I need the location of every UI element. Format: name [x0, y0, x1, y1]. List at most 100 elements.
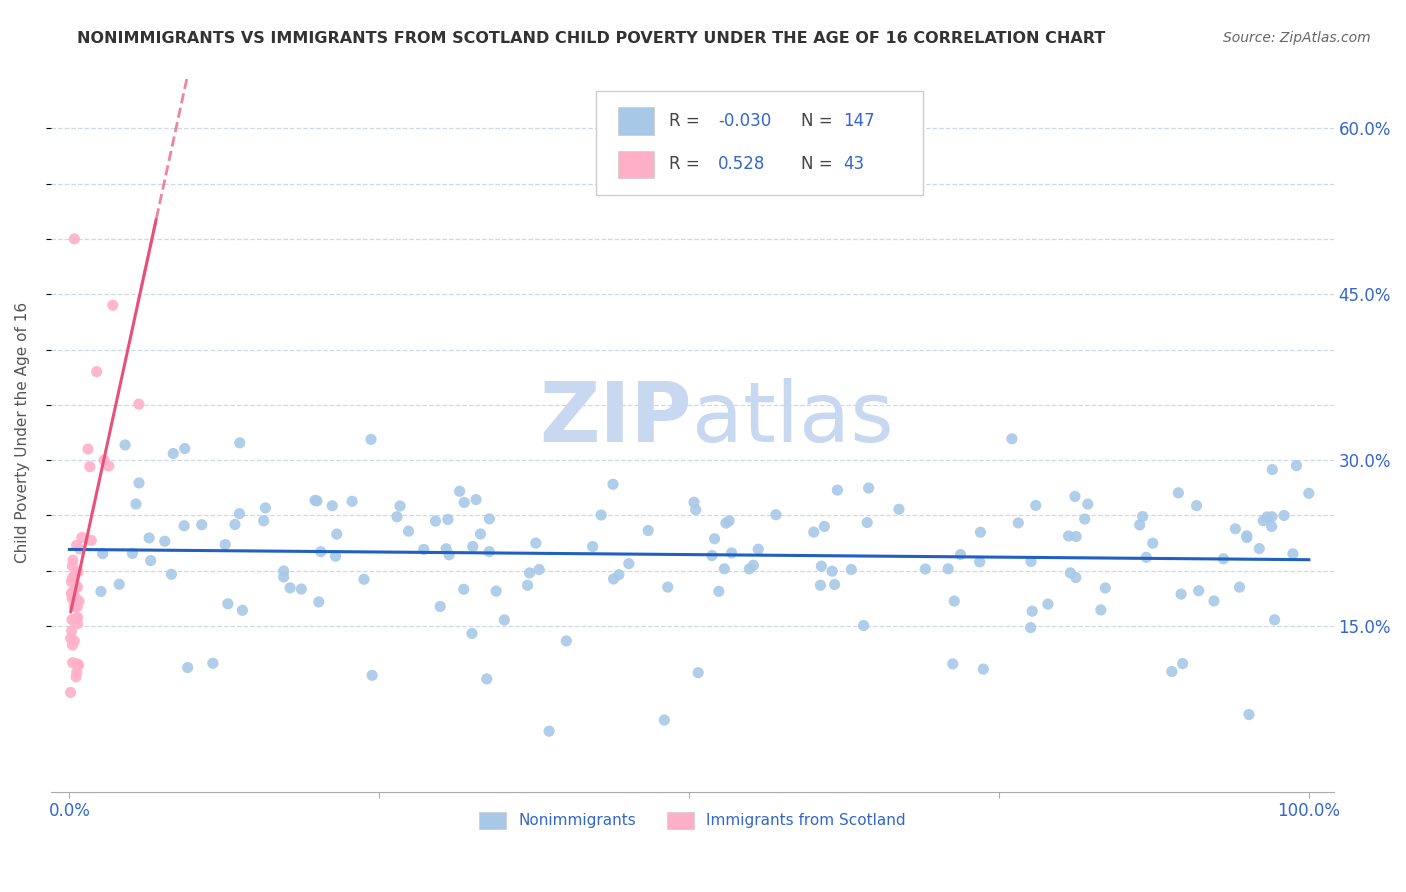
- Point: [412, 542, 434, 557]
- Point: [747, 542, 769, 557]
- Point: [1285, 458, 1308, 473]
- Point: [529, 563, 551, 577]
- Point: [461, 626, 484, 640]
- Point: [1064, 570, 1087, 584]
- Point: [63, 567, 86, 582]
- Point: [90, 584, 112, 599]
- Point: [470, 527, 492, 541]
- Point: [683, 495, 706, 509]
- Point: [839, 562, 862, 576]
- Point: [62, 553, 84, 567]
- Point: [278, 581, 301, 595]
- Point: [943, 594, 966, 608]
- Point: [591, 508, 613, 522]
- Point: [228, 507, 250, 521]
- Point: [519, 566, 541, 580]
- Point: [1057, 529, 1080, 543]
- Point: [1264, 613, 1286, 627]
- Point: [478, 512, 501, 526]
- Point: [108, 577, 131, 591]
- Point: [65, 538, 87, 552]
- Point: [65, 600, 87, 615]
- Point: [1261, 462, 1284, 476]
- Point: [70, 531, 93, 545]
- Point: [60, 571, 83, 585]
- Point: [340, 494, 363, 508]
- Point: [121, 546, 143, 560]
- Point: [429, 599, 451, 614]
- Point: [657, 580, 679, 594]
- Point: [93, 453, 115, 467]
- Point: [713, 562, 735, 576]
- Point: [1025, 499, 1047, 513]
- Point: [321, 499, 343, 513]
- Point: [1019, 555, 1042, 569]
- Point: [273, 564, 295, 578]
- Point: [128, 397, 150, 411]
- Point: [942, 657, 965, 671]
- Point: [62, 559, 84, 574]
- Point: [449, 484, 471, 499]
- Point: [325, 549, 347, 564]
- Point: [60, 613, 83, 627]
- Text: Source: ZipAtlas.com: Source: ZipAtlas.com: [1223, 31, 1371, 45]
- FancyBboxPatch shape: [617, 151, 654, 178]
- Point: [1167, 486, 1189, 500]
- Point: [80, 533, 103, 548]
- Point: [582, 540, 605, 554]
- Point: [201, 657, 224, 671]
- Point: [478, 544, 501, 558]
- Point: [162, 446, 184, 460]
- Point: [1094, 581, 1116, 595]
- Point: [821, 564, 844, 578]
- Point: [461, 540, 484, 554]
- Point: [63, 599, 86, 614]
- Point: [1236, 531, 1258, 545]
- Point: [326, 527, 349, 541]
- Point: [1282, 547, 1305, 561]
- Text: 0.528: 0.528: [718, 155, 765, 173]
- Point: [617, 557, 640, 571]
- Point: [91, 547, 114, 561]
- Point: [62, 583, 84, 598]
- Point: [475, 672, 498, 686]
- Point: [353, 572, 375, 586]
- Point: [654, 713, 676, 727]
- Point: [60, 624, 83, 638]
- Point: [827, 483, 849, 497]
- Point: [949, 548, 972, 562]
- Point: [290, 582, 312, 596]
- Point: [62, 638, 84, 652]
- Point: [63, 634, 86, 648]
- Point: [1077, 497, 1099, 511]
- Point: [555, 634, 578, 648]
- Point: [214, 538, 236, 552]
- Point: [273, 570, 295, 584]
- Point: [173, 442, 195, 456]
- Point: [1249, 541, 1271, 556]
- Point: [308, 595, 330, 609]
- Point: [1142, 536, 1164, 550]
- Text: -0.030: -0.030: [718, 112, 770, 130]
- Point: [437, 512, 460, 526]
- Point: [765, 508, 787, 522]
- Point: [69, 541, 91, 556]
- Point: [742, 558, 765, 573]
- Point: [453, 495, 475, 509]
- Point: [1229, 580, 1251, 594]
- Point: [803, 525, 825, 540]
- Point: [425, 514, 447, 528]
- Text: 43: 43: [844, 155, 865, 173]
- Point: [1202, 594, 1225, 608]
- Point: [86, 365, 108, 379]
- Point: [637, 524, 659, 538]
- Point: [738, 562, 761, 576]
- Text: ZIP: ZIP: [540, 377, 692, 458]
- Point: [703, 532, 725, 546]
- Point: [304, 493, 326, 508]
- Point: [67, 658, 90, 673]
- Point: [217, 597, 239, 611]
- Point: [434, 541, 457, 556]
- Point: [59, 685, 82, 699]
- Point: [66, 616, 89, 631]
